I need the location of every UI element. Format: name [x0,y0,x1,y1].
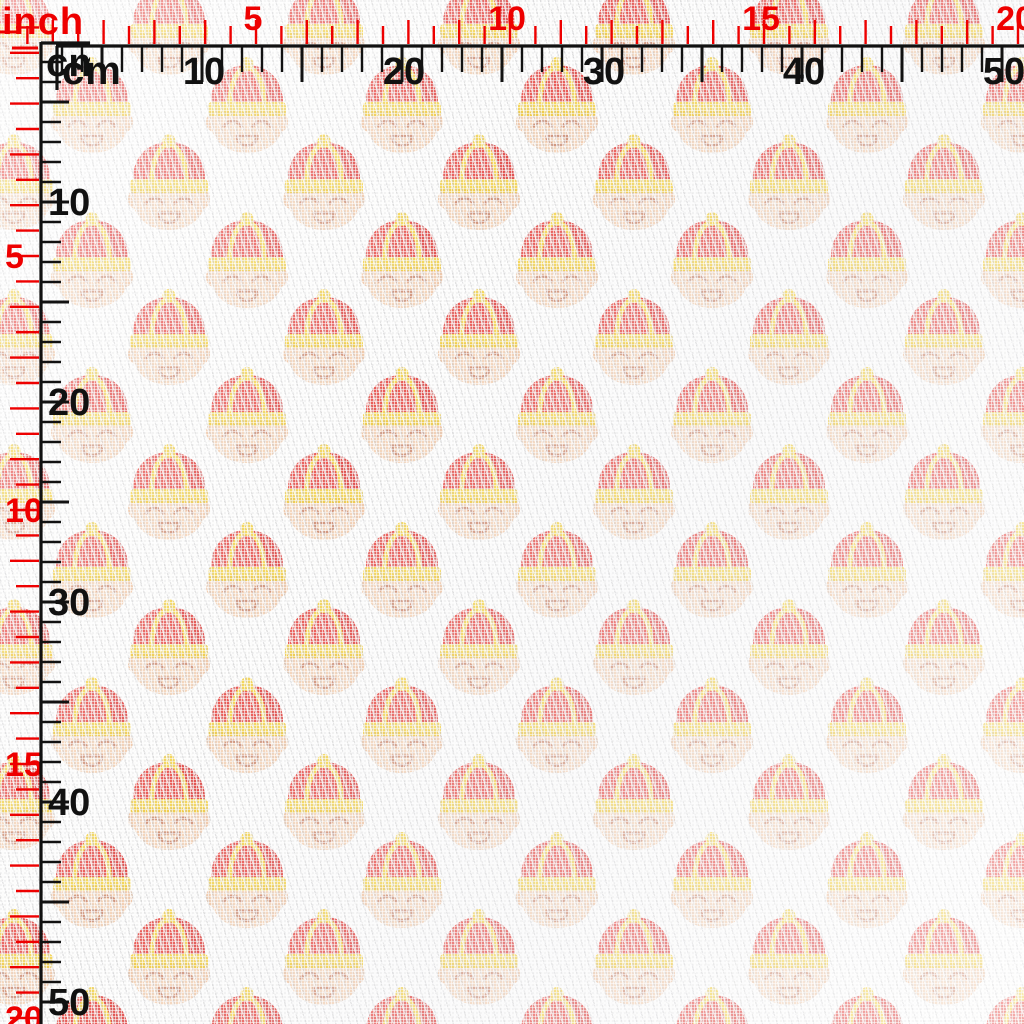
fabric-motif [0,288,62,392]
fabric-motif [0,598,62,702]
fabric-motif [586,443,682,547]
fabric-motif [586,133,682,237]
fabric-motif [121,0,217,82]
fabric-motif [896,908,992,1012]
fabric-motif [741,133,837,237]
fabric-motif [276,443,372,547]
fabric-motif [431,598,527,702]
fabric-motif [431,753,527,857]
fabric-motif [741,753,837,857]
fabric-motif [431,0,527,82]
fabric-motif [121,133,217,237]
fabric-motif [896,133,992,237]
fabric-motif [276,598,372,702]
fabric-motif [896,598,992,702]
fabric-motif [586,0,682,82]
fabric-motif [0,908,62,1012]
fabric-motif [276,288,372,392]
fabric-motif [276,753,372,857]
fabric-motif [0,753,62,857]
fabric-motif [586,288,682,392]
fabric-motif [121,443,217,547]
fabric-motif [121,288,217,392]
fabric-motif [896,288,992,392]
fabric-motif [0,0,62,82]
fabric-motif [741,598,837,702]
fabric-motif [121,598,217,702]
fabric-motif [0,443,62,547]
fabric-motif [586,598,682,702]
fabric-motif [896,0,992,82]
fabric-motif [121,908,217,1012]
fabric-motif [431,133,527,237]
fabric-motif [121,753,217,857]
fabric-motif [431,443,527,547]
fabric-motif [0,133,62,237]
fabric-motif [586,908,682,1012]
fabric-motif [431,288,527,392]
fabric-motif [896,753,992,857]
fabric-motif [276,908,372,1012]
fabric-motif [741,443,837,547]
fabric-motif [276,133,372,237]
fabric-motif [741,288,837,392]
fabric-motif [741,908,837,1012]
fabric-motif [586,753,682,857]
fabric-motif [896,443,992,547]
fabric-motif [276,0,372,82]
fabric-motif [431,908,527,1012]
fabric-motif [741,0,837,82]
